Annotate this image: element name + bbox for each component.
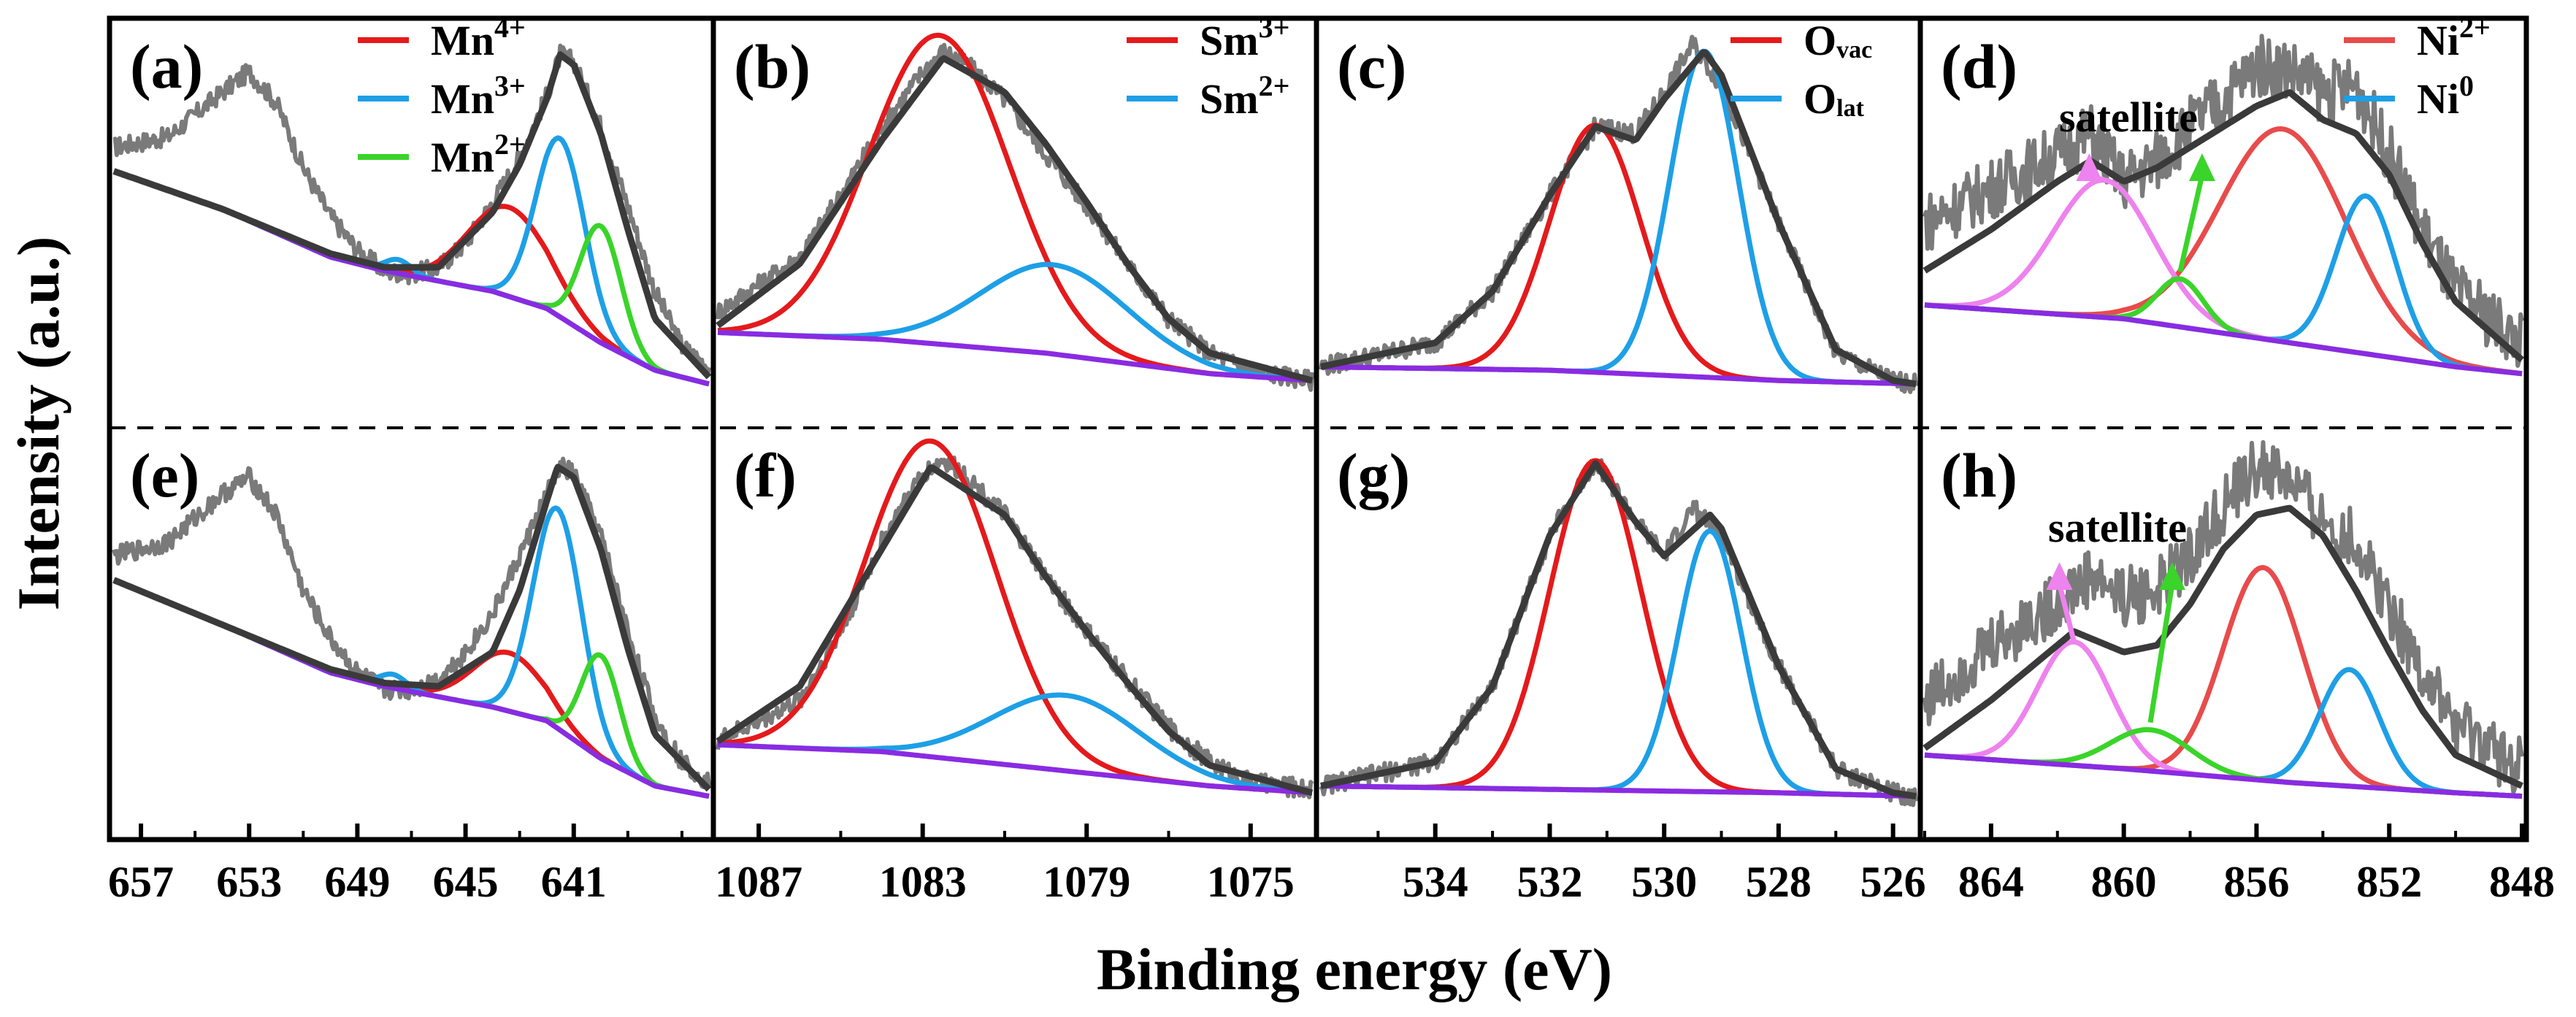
- legend-label: Mn3+: [431, 69, 526, 123]
- x-tick-label: 856: [2223, 858, 2289, 906]
- series-background: [1924, 302, 2523, 377]
- x-tick-label: 1083: [879, 858, 967, 906]
- panel-label: (c): [1337, 31, 1406, 101]
- series-background: [717, 742, 1313, 796]
- series-sm2-: [717, 692, 1313, 795]
- panel-d: (d) Ni2+Ni0: [1923, 11, 2525, 377]
- panels-layer: (a) Mn4+Mn3+Mn2+(b) Sm3+Sm2+ (c) Ovac Olat (d)…: [108, 11, 2555, 906]
- x-tick-label: 649: [324, 858, 390, 906]
- satellite-arrow-shaft: [2177, 174, 2205, 272]
- satellite-arrow-head: [2159, 562, 2186, 590]
- x-tick-label: 528: [1746, 858, 1812, 906]
- legend-sup: 2+: [494, 128, 526, 161]
- x-tick-label: 1079: [1043, 858, 1130, 906]
- series-fit: [112, 464, 712, 792]
- panel-label: (f): [734, 440, 797, 510]
- legend-sup: 3+: [494, 69, 526, 102]
- series-background: [1924, 752, 2523, 799]
- panel-label: (e): [130, 440, 199, 510]
- panel-e: (e) 657 653 649 645 641: [108, 440, 712, 906]
- series-fit: [1923, 89, 2525, 363]
- series-fit: [716, 464, 1314, 797]
- series-satellite-2: [1924, 276, 2523, 377]
- x-tick-label: 534: [1403, 858, 1468, 906]
- legend-label: Ni0: [2417, 69, 2474, 123]
- panel-g: (g) 534 532 530 528 526: [1319, 440, 1926, 906]
- panel-label: (b): [734, 31, 810, 101]
- satellite-arrow-head: [2046, 562, 2073, 590]
- satellite-label-d: satellite: [2059, 93, 2198, 141]
- x-tick-label: 641: [541, 858, 607, 906]
- satellite-arrow-head: [2188, 153, 2215, 181]
- series-fit: [1319, 49, 1917, 388]
- y-axis-title: Intensity (a.u.): [5, 237, 72, 611]
- series-background: [1320, 783, 1917, 799]
- series-sm3-: [717, 438, 1313, 796]
- panel-frames: [107, 15, 2529, 843]
- legend-sub: vac: [1836, 37, 1872, 64]
- series-mn3-: [112, 505, 710, 799]
- x-tick-label: 532: [1517, 858, 1582, 906]
- x-tick-label: 848: [2489, 858, 2555, 906]
- satellite-arrow-head: [2076, 153, 2103, 181]
- legend-sup: 0: [2459, 69, 2474, 102]
- legend-sup: 2+: [1259, 69, 1290, 102]
- x-tick-label: 657: [108, 858, 174, 906]
- legend-label: Olat: [1803, 75, 1865, 123]
- legend-sub: lat: [1836, 95, 1864, 122]
- series-fit: [112, 51, 712, 380]
- x-tick-label: 860: [2091, 858, 2157, 906]
- legend-label: Ovac: [1803, 17, 1872, 64]
- frame-ni: [1917, 15, 2529, 843]
- panel-label: (a): [130, 31, 203, 101]
- x-tick-label: 864: [1958, 858, 2024, 906]
- series-fit: [1923, 504, 2523, 789]
- x-tick-label: 526: [1860, 858, 1926, 906]
- x-tick-label: 645: [433, 858, 499, 906]
- satellite-arrow-shaft: [2057, 583, 2077, 642]
- series-background: [1320, 364, 1917, 387]
- panel-b: (b) Sm3+Sm2+: [716, 11, 1314, 392]
- series-fit: [716, 55, 1314, 384]
- series-background: [717, 329, 1313, 383]
- series-fit: [1319, 460, 1917, 800]
- panel-a: (a) Mn4+Mn3+Mn2+: [112, 11, 712, 387]
- panel-c: (c) Ovac Olat: [1319, 17, 1918, 394]
- x-tick-label: 1075: [1207, 858, 1295, 906]
- panel-label: (g): [1337, 440, 1410, 510]
- panel-label: (h): [1941, 440, 2017, 510]
- panel-label: (d): [1941, 31, 2017, 101]
- panel-f: (f) 1087 1083 1079 1075: [715, 438, 1314, 906]
- x-tick-label: 852: [2356, 858, 2422, 906]
- series-experimental: [1923, 440, 2524, 795]
- x-axis-title: Binding energy (eV): [1097, 936, 1612, 1002]
- series-experimental: [1923, 34, 2524, 368]
- legend-label: Sm2+: [1200, 69, 1289, 123]
- x-tick-label: 1087: [715, 858, 802, 906]
- satellite-arrow-shaft: [2147, 583, 2175, 724]
- panel-h: (h) 864 860 856 852 848: [1923, 440, 2555, 906]
- satellite-label-h: satellite: [2048, 504, 2187, 551]
- x-tick-label: 653: [216, 858, 282, 906]
- x-tick-label: 530: [1631, 858, 1697, 906]
